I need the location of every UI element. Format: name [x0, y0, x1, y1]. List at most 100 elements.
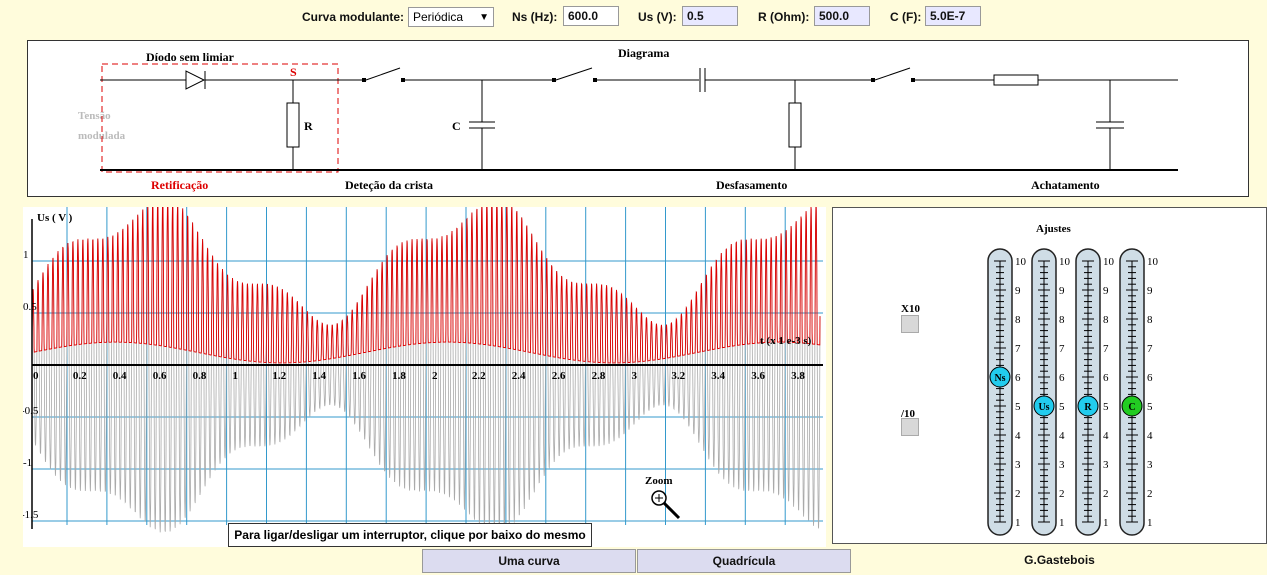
slider-scale-label: 2 [1015, 488, 1021, 500]
slider-scale-label: 1 [1103, 517, 1109, 529]
x-tick-label: 1 [233, 370, 239, 382]
adjust-panel: Ajustes X10 /10 10 9 8 7 6 5 4 3 2 1 Ns 10 9 8 7 6 5 4 3 2 1… [832, 207, 1267, 544]
slider-scale-label: 8 [1059, 314, 1065, 326]
slider-scale-label: 10 [1015, 256, 1027, 268]
slider-scale-label: 3 [1103, 459, 1109, 471]
x-tick-label: 0.8 [193, 370, 207, 382]
y-tick-label: -1.5 [23, 509, 39, 521]
x10-button[interactable] [901, 315, 919, 333]
curve-select-value: Periódica [413, 10, 464, 24]
curve-select[interactable]: Periódica ▼ [408, 7, 494, 27]
x-tick-label: 3.6 [751, 370, 765, 382]
slider-scale-label: 8 [1103, 314, 1109, 326]
x-tick-label: 1.8 [392, 370, 406, 382]
slider-scale-label: 2 [1147, 488, 1153, 500]
y-tick-label: -0.5 [23, 405, 39, 417]
rectified-signal-line [31, 207, 821, 364]
us-field[interactable]: 0.5 [682, 6, 738, 26]
x-tick-label: 3.2 [671, 370, 685, 382]
slider-c[interactable]: 10 9 8 7 6 5 4 3 2 1 C [1119, 248, 1159, 536]
x-tick-label: 2.6 [552, 370, 566, 382]
slider-ns[interactable]: 10 9 8 7 6 5 4 3 2 1 Ns [987, 248, 1027, 536]
x-tick-label: 2 [432, 370, 438, 382]
slider-scale-label: 4 [1015, 430, 1021, 442]
slider-scale-label: 10 [1059, 256, 1071, 268]
x-tick-label: 3.4 [711, 370, 725, 382]
ns-input[interactable]: 600.0 [563, 6, 619, 26]
c-symbol-label: C [452, 119, 461, 133]
diagram-title: Diagrama [618, 46, 669, 60]
div10-label: /10 [900, 408, 916, 420]
toolbar [0, 0, 1267, 34]
slider-scale-label: 3 [1059, 459, 1065, 471]
slider-r[interactable]: 10 9 8 7 6 5 4 3 2 1 R [1075, 248, 1115, 536]
zoom-label: Zoom [645, 475, 673, 487]
slider-knob-label: C [1128, 402, 1135, 413]
slider-scale-label: 1 [1147, 517, 1153, 529]
slider-knob-label: Ns [994, 373, 1005, 384]
slider-knob [1121, 395, 1143, 417]
one-curve-button[interactable]: Uma curva [422, 549, 636, 573]
signal-graph[interactable]: 1 0.5 -0.5 -1 -1.5 0 0.2 0.4 0.6 0.8 1 1.2 1.4 1.6 1.8… [23, 207, 826, 547]
slider-scale-label: 3 [1015, 459, 1021, 471]
stage-crest-detection: Deteção da crista [345, 178, 433, 192]
slider-scale-label: 10 [1147, 256, 1159, 268]
diode-icon [185, 70, 206, 90]
switch-1[interactable] [362, 67, 405, 82]
c-field[interactable]: 5.0E-7 [925, 6, 981, 26]
slider-scale-label: 9 [1147, 285, 1153, 297]
slider-knob [1033, 395, 1055, 417]
slider-scale-label: 7 [1147, 343, 1153, 355]
curve-label: Curva modulante: [302, 10, 405, 24]
slider-scale-label: 7 [1015, 343, 1021, 355]
slider-scale-label: 7 [1059, 343, 1065, 355]
slider-knob [1077, 395, 1099, 417]
r-symbol-label: R [304, 119, 313, 133]
adjust-title: Ajustes [1036, 223, 1072, 235]
grid-button[interactable]: Quadrícula [637, 549, 851, 573]
slider-scale-label: 4 [1147, 430, 1153, 442]
r-field[interactable]: 500.0 [814, 6, 870, 26]
slider-scale-label: 2 [1103, 488, 1109, 500]
slider-scale-label: 9 [1015, 285, 1021, 297]
input-label-1: Tensão [78, 110, 111, 122]
slider-us[interactable]: 10 9 8 7 6 5 4 3 2 1 Us [1031, 248, 1071, 536]
slider-scale-label: 3 [1147, 459, 1153, 471]
y-tick-label: -1 [23, 457, 32, 469]
shift-resistor [788, 102, 802, 148]
x10-label: X10 [901, 303, 920, 315]
slider-scale-label: 8 [1147, 314, 1153, 326]
slider-scale-label: 10 [1103, 256, 1115, 268]
slider-scale-label: 6 [1103, 372, 1109, 384]
slider-scale-label: 5 [1015, 401, 1021, 413]
slider-knob-label: R [1084, 402, 1092, 413]
switch-3[interactable] [871, 67, 915, 82]
x-tick-label: 2.4 [512, 370, 526, 382]
switch-2[interactable] [552, 67, 597, 82]
slider-scale-label: 9 [1103, 285, 1109, 297]
slider-knob [989, 366, 1011, 388]
rectification-box [101, 63, 339, 173]
diode-label: Díodo sem limiar [146, 50, 235, 64]
stage-phase-shift: Desfasamento [716, 178, 787, 192]
x-tick-label: 1.4 [312, 370, 326, 382]
y-axis-label: Us ( V ) [37, 212, 73, 224]
s-label: S [290, 65, 297, 79]
x-tick-label: 0.2 [73, 370, 87, 382]
circuit-diagram: Tensão modulada Díodo sem limiar S Diagr… [27, 40, 1249, 197]
zoom-icon[interactable] [651, 490, 681, 520]
stage-flattening: Achatamento [1031, 178, 1100, 192]
r-label: R (Ohm): [758, 10, 810, 24]
slider-scale-label: 6 [1147, 372, 1153, 384]
x-tick-label: 1.2 [272, 370, 286, 382]
slider-scale-label: 1 [1059, 517, 1065, 529]
ns-label: Ns (Hz): [512, 10, 558, 24]
slider-scale-label: 7 [1103, 343, 1109, 355]
x-tick-label: 0 [33, 370, 39, 382]
x-tick-label: 2.2 [472, 370, 486, 382]
author-label: G.Gastebois [852, 549, 1267, 573]
div10-button[interactable] [901, 418, 919, 436]
slider-scale-label: 6 [1059, 372, 1065, 384]
x-axis-label: t (x 1 e-3 s) [760, 335, 812, 347]
slider-scale-label: 5 [1103, 401, 1109, 413]
